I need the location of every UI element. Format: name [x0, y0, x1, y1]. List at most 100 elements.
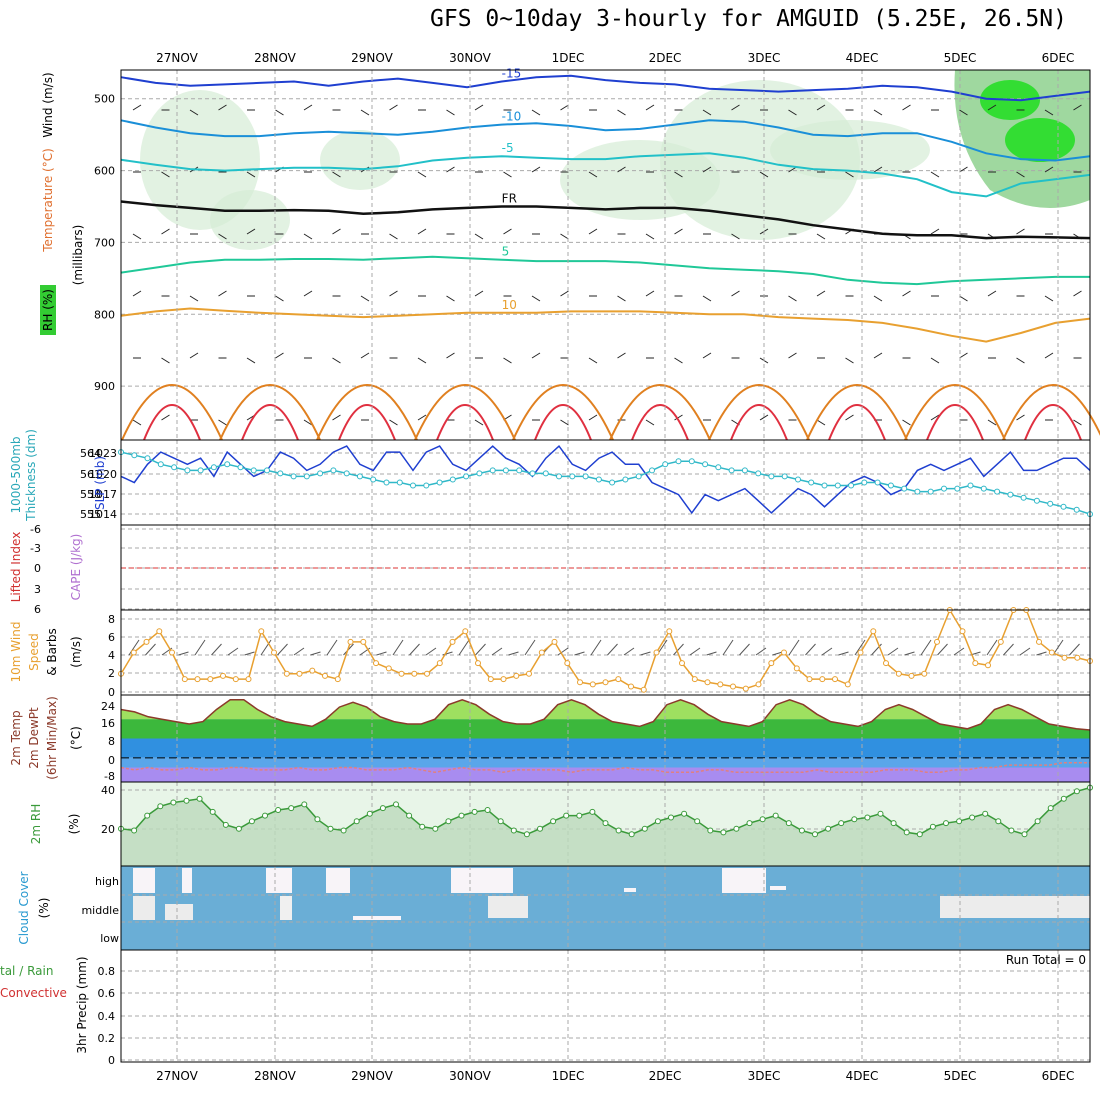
- wind-barb: [417, 228, 427, 235]
- wind-barb: [132, 290, 142, 297]
- cloud-block: [133, 868, 155, 893]
- data-point: [130, 649, 137, 656]
- wind-barb: [1016, 228, 1025, 235]
- contour-20: [828, 404, 886, 441]
- wind-barb: [128, 639, 140, 656]
- y-tick-label-left: 561: [80, 468, 101, 481]
- data-point: [662, 461, 669, 468]
- y-tick-label: 0.8: [98, 965, 116, 978]
- contour--15: [120, 74, 1091, 102]
- data-point: [755, 470, 762, 477]
- y-tick-label: 8: [108, 735, 115, 748]
- contour--5: [120, 152, 1091, 198]
- wind-barb: [1044, 109, 1054, 116]
- panel-bg-p8: [121, 950, 1090, 1062]
- data-point: [143, 638, 150, 645]
- wind-barb: [702, 109, 712, 116]
- wind-barb: [588, 414, 598, 421]
- label-dewpt: 2m DewPt: [27, 707, 41, 769]
- data-point: [870, 628, 877, 635]
- wind-barb: [275, 295, 284, 302]
- data-point: [903, 829, 910, 836]
- data-point: [785, 820, 792, 827]
- label-wind10m: 10m Wind: [9, 622, 23, 683]
- date-label-top: 5DEC: [944, 51, 977, 65]
- data-point: [197, 467, 204, 474]
- data-point: [271, 649, 277, 656]
- data-point: [436, 479, 443, 486]
- data-point: [250, 467, 257, 474]
- data-point: [834, 482, 841, 489]
- data-point: [985, 662, 991, 669]
- contour-15: [708, 384, 810, 441]
- data-point: [169, 649, 175, 656]
- data-point: [529, 470, 536, 477]
- data-point: [883, 660, 889, 667]
- wind-barb: [1044, 295, 1054, 302]
- wind-barb: [1036, 651, 1047, 656]
- wind-barb: [303, 233, 313, 240]
- wind-barb: [392, 639, 404, 656]
- data-point: [941, 485, 947, 492]
- wind-barb: [326, 639, 338, 656]
- data-point: [772, 812, 779, 819]
- contour-15: [1002, 384, 1100, 441]
- wind-barb: [617, 352, 626, 359]
- wind-barb: [645, 419, 655, 426]
- rh-shade-max: [1005, 118, 1075, 162]
- y-tick-label-right: 1014: [89, 508, 117, 521]
- data-point: [641, 825, 648, 832]
- data-point: [681, 810, 688, 817]
- data-point: [209, 808, 216, 815]
- panel-bg-p1: [121, 70, 1090, 440]
- contour-20: [241, 404, 299, 441]
- data-point: [396, 479, 403, 486]
- wind-barb: [1073, 104, 1082, 111]
- data-point: [694, 818, 701, 825]
- date-label-top: 6DEC: [1042, 51, 1075, 65]
- contour-15: [121, 384, 223, 441]
- data-point: [688, 458, 695, 465]
- y-tick-label: 700: [94, 236, 115, 249]
- data-point: [768, 473, 775, 480]
- contour-15: [904, 384, 1006, 441]
- y-tick-label-right: 1017: [89, 488, 117, 501]
- data-point: [1073, 788, 1080, 795]
- wind-barb: [277, 643, 288, 656]
- label-temp: 2m Temp: [9, 710, 23, 765]
- data-point: [171, 464, 178, 471]
- data-point: [914, 488, 921, 495]
- data-point: [742, 685, 749, 692]
- wind-barb: [360, 109, 370, 116]
- wind-barb: [132, 104, 142, 111]
- wind-barb: [788, 639, 800, 656]
- contour-15: [316, 384, 418, 441]
- data-point: [303, 473, 310, 480]
- data-point: [1020, 494, 1027, 501]
- wind-barb: [617, 109, 626, 116]
- wind-barb: [788, 352, 797, 359]
- data-point: [589, 808, 596, 815]
- wind-barb: [588, 171, 598, 178]
- data-point: [622, 476, 629, 483]
- y-tick-label: 900: [94, 380, 115, 393]
- wind-barb: [218, 290, 227, 297]
- label-convective: Convective: [0, 986, 67, 1000]
- contour-label: FR: [502, 192, 517, 206]
- data-point: [184, 467, 191, 474]
- data-point: [360, 638, 367, 645]
- wind-barb: [508, 651, 519, 656]
- data-point: [301, 801, 308, 808]
- dewpoint-line: [120, 761, 1090, 774]
- wind-barb: [332, 171, 341, 178]
- data-point: [510, 827, 517, 834]
- data-point: [666, 628, 673, 635]
- data-point: [563, 812, 570, 819]
- data-point: [901, 485, 908, 492]
- data-point: [283, 670, 290, 677]
- wind-barb: [446, 352, 455, 359]
- data-point: [1033, 497, 1040, 504]
- data-point: [222, 821, 229, 828]
- wind-barb: [930, 414, 940, 421]
- data-point: [516, 467, 523, 474]
